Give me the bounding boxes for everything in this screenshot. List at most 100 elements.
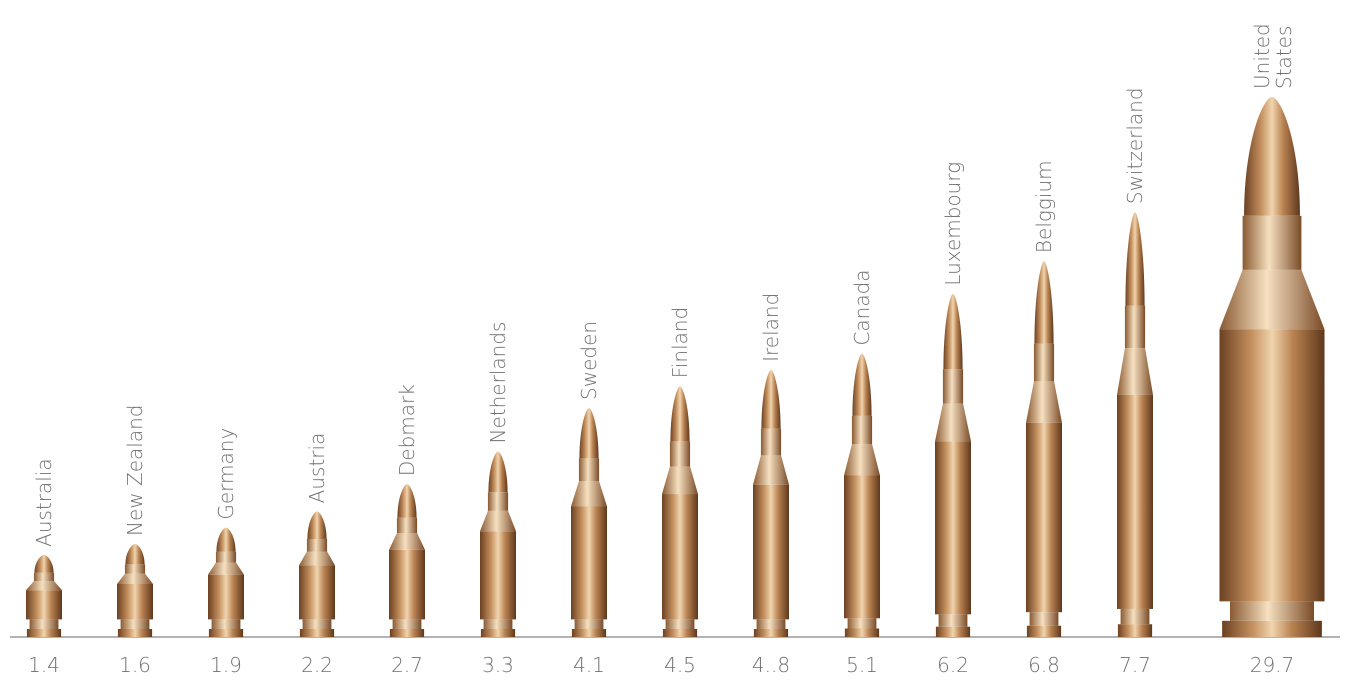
bullet-shoulder	[753, 455, 789, 485]
bullet-tip	[34, 554, 54, 573]
bullet-rim	[480, 629, 516, 637]
bullet-groove	[665, 619, 695, 629]
bullet-groove	[29, 619, 59, 629]
bullet-case	[935, 441, 971, 615]
bullet-shoulder	[571, 481, 607, 507]
bullet-rim	[117, 629, 153, 637]
bullet-groove	[302, 619, 332, 629]
bullet-rim	[571, 629, 607, 637]
value-label: 1.6	[119, 653, 151, 677]
bullet	[844, 353, 880, 637]
bullet-neck	[942, 369, 964, 404]
bullet-groove	[483, 619, 513, 629]
bullet-tip	[943, 293, 963, 370]
bullet-groove	[1120, 608, 1150, 625]
bullet-neck	[1124, 305, 1146, 349]
bullet-case	[208, 574, 244, 620]
value-label: 29.7	[1250, 653, 1295, 677]
bullet-shoulder	[117, 573, 153, 584]
bullet-neck	[578, 458, 600, 482]
value-label: 2.2	[301, 653, 333, 677]
bullet-tip	[307, 511, 327, 539]
bullet-rim	[753, 628, 789, 637]
bullet-case	[26, 590, 62, 620]
bullet-rim	[208, 629, 244, 637]
bullet-shoulder	[480, 510, 516, 532]
bullet-neck	[1242, 215, 1302, 270]
bullet-case	[389, 549, 425, 620]
bullet-groove	[211, 619, 241, 629]
bullet-shoulder	[208, 562, 244, 575]
bullet-shoulder	[1117, 348, 1153, 395]
bullet	[299, 511, 335, 637]
bullet-neck	[215, 551, 237, 563]
bullet-tip	[579, 407, 599, 459]
value-label: 6.8	[1028, 653, 1060, 677]
bullet-rim	[26, 629, 62, 637]
bullet-groove	[938, 614, 968, 627]
bullet	[662, 386, 698, 637]
category-label: Canada	[850, 269, 874, 345]
value-label: 2.7	[391, 653, 423, 677]
bullet-case	[571, 506, 607, 620]
bullet-shoulder	[662, 466, 698, 495]
bullet-tip	[125, 543, 145, 565]
bullet-rim	[662, 629, 698, 637]
value-label: 1.9	[210, 653, 242, 677]
category-label: Netherlands	[486, 322, 510, 444]
bullet-rim	[1026, 625, 1062, 637]
category-label: Ireland	[759, 293, 783, 362]
bullet	[571, 407, 607, 637]
bullet-case	[1026, 422, 1062, 613]
value-label: 4.5	[664, 653, 696, 677]
category-label: Australia	[32, 458, 56, 546]
bullet-groove	[392, 619, 422, 629]
category-label: Finland	[668, 307, 692, 378]
bullet-neck	[669, 441, 691, 467]
bullet	[480, 451, 516, 637]
category-label: Germany	[214, 428, 238, 520]
category-label: Switzerland	[1123, 87, 1147, 204]
bullet-tip	[1125, 212, 1145, 306]
bullet-neck	[396, 517, 418, 534]
bullet-rim	[1222, 620, 1322, 637]
bullet-rim	[1117, 624, 1153, 637]
category-label: Sweden	[577, 321, 601, 400]
bullet-rim	[299, 629, 335, 637]
bullet-neck	[760, 428, 782, 456]
value-label: 7.7	[1119, 653, 1151, 677]
bullet-rim	[844, 628, 880, 637]
bullet-shoulder	[1026, 381, 1062, 423]
bullet-tip	[1244, 97, 1300, 216]
bullet-groove	[1230, 601, 1314, 621]
bullet-groove	[120, 619, 150, 629]
bullet-tip	[852, 353, 872, 416]
bullet-groove	[756, 619, 786, 629]
bullet-groove	[847, 618, 877, 629]
bullet-tip	[1034, 261, 1054, 344]
bullet-shoulder	[935, 403, 971, 442]
bullet	[753, 369, 789, 637]
bullet-case	[662, 494, 698, 620]
category-label: UnitedStates	[1250, 23, 1296, 89]
value-label: 1.4	[28, 653, 60, 677]
bullet-neck	[33, 572, 55, 582]
bullet	[935, 293, 971, 637]
category-label: Belggium	[1032, 160, 1056, 253]
value-label: 4..8	[752, 653, 790, 677]
bullet-shoulder	[389, 533, 425, 550]
bullet-rim	[935, 626, 971, 637]
bullet-neck	[487, 492, 509, 511]
bullet-shoulder	[299, 551, 335, 566]
bullet-shoulder	[844, 444, 880, 476]
category-label: Debmark	[395, 384, 419, 476]
category-label: Austria	[305, 433, 329, 504]
bullet-tip	[397, 484, 417, 518]
bullet-shoulder	[1219, 269, 1325, 330]
value-label: 4.1	[573, 653, 605, 677]
bullet	[1026, 261, 1062, 637]
bullet	[117, 543, 153, 637]
bullet	[208, 527, 244, 637]
bullet	[389, 484, 425, 637]
